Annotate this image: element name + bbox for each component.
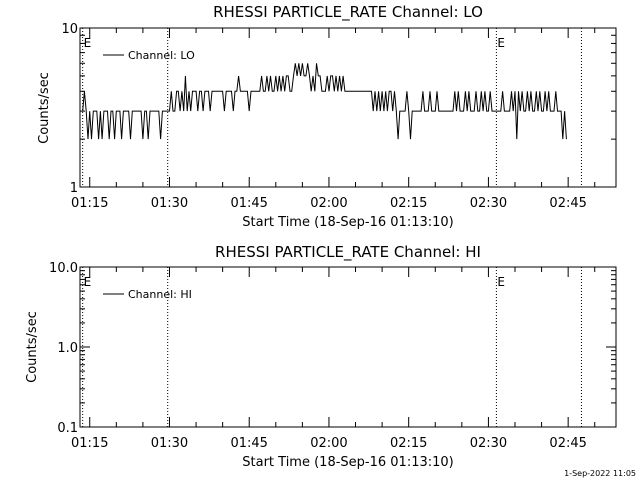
x-tick-label: 01:30	[151, 196, 188, 211]
x-tick-label: 02:00	[310, 436, 347, 451]
x-tick-label: 01:45	[230, 196, 267, 211]
legend-entry: Channel: LO	[128, 49, 195, 62]
plot-frame	[79, 27, 617, 188]
x-tick-label: 02:00	[310, 196, 347, 211]
chart-title: RHESSI PARTICLE_RATE Channel: HI	[215, 243, 481, 262]
x-axis-label: Start Time (18-Sep-16 01:13:10)	[242, 455, 453, 470]
x-axis-label: Start Time (18-Sep-16 01:13:10)	[242, 215, 453, 230]
x-tick-label: 02:45	[549, 196, 586, 211]
y-tick-label: 10.0	[49, 261, 78, 276]
x-tick-label: 02:30	[470, 436, 507, 451]
x-tick-label: 02:15	[390, 196, 427, 211]
legend-entry: Channel: HI	[128, 288, 192, 301]
y-axis-label: Counts/sec	[25, 311, 40, 383]
time-marker-label: E	[497, 275, 505, 289]
chart-panel-lo: RHESSI PARTICLE_RATE Channel: LO 1 10 01:1…	[37, 3, 617, 230]
x-tick-label: 02:30	[470, 196, 507, 211]
time-marker-label: E	[84, 275, 92, 289]
y-tick-label: 0.1	[57, 421, 78, 436]
series-line	[82, 63, 567, 140]
y-tick-label: 1.0	[57, 341, 78, 356]
x-tick-label: 01:30	[151, 436, 188, 451]
x-tick-label: 02:15	[390, 436, 427, 451]
x-tick-label: 01:15	[71, 436, 108, 451]
y-tick-label: 1	[70, 181, 78, 196]
chart-panel-hi: RHESSI PARTICLE_RATE Channel: HI 0.1 1.0 1…	[25, 243, 617, 470]
time-marker-label: E	[84, 36, 92, 50]
timestamp: 1-Sep-2022 11:05	[564, 469, 636, 478]
chart-title: RHESSI PARTICLE_RATE Channel: LO	[213, 3, 483, 22]
y-tick-label: 10	[61, 22, 78, 37]
x-tick-label: 01:45	[230, 436, 267, 451]
x-tick-label: 02:45	[549, 436, 586, 451]
x-tick-label: 01:15	[71, 196, 108, 211]
y-axis-label: Counts/sec	[37, 72, 52, 144]
time-marker-label: E	[497, 36, 505, 50]
